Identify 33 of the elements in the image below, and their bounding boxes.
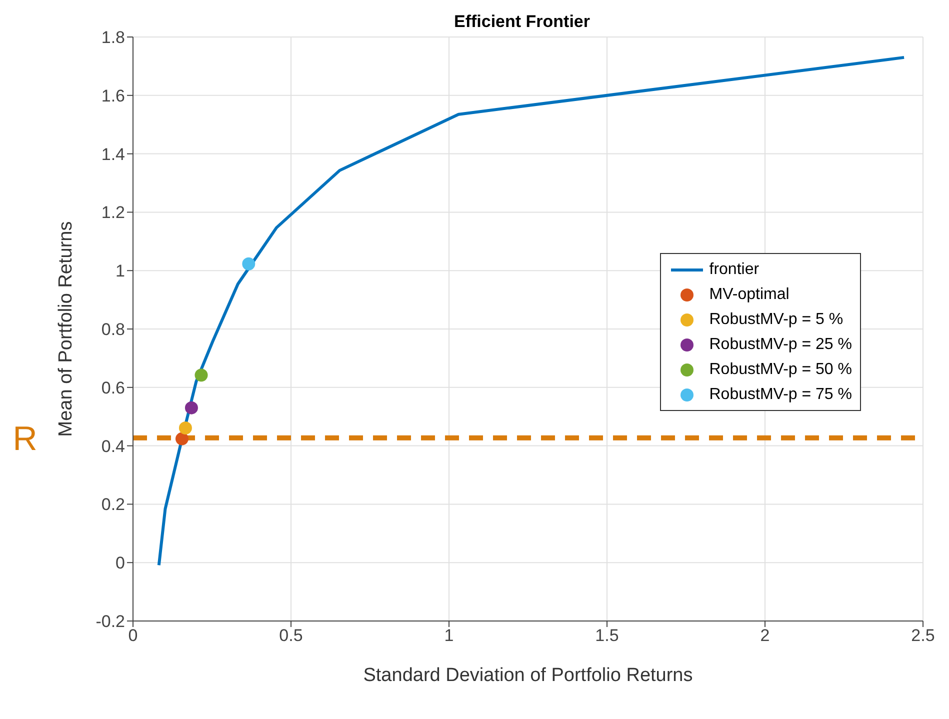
y-tick-label: 0 <box>116 554 125 573</box>
x-tick-label: 1.5 <box>595 626 619 646</box>
legend-label: RobustMV-p = 25 % <box>709 335 852 355</box>
y-tick-label: 0.6 <box>101 378 125 398</box>
legend-label: RobustMV-p = 5 % <box>709 310 844 330</box>
legend-label: MV-optimal <box>709 285 790 305</box>
y-tick-label: -0.2 <box>96 612 125 632</box>
ref-line-label: R <box>12 420 38 458</box>
y-tick-label: 1 <box>116 262 125 281</box>
x-tick-label: 0 <box>128 626 138 646</box>
point <box>184 401 198 414</box>
y-axis-title: Mean of Portfolio Returns <box>56 221 77 437</box>
x-axis-title: Standard Deviation of Portfolio Returns <box>363 665 693 686</box>
y-tick-label: 1.6 <box>101 86 125 106</box>
point <box>175 432 188 446</box>
y-tick-label: 1.2 <box>101 203 125 222</box>
legend-label: frontier <box>709 260 760 280</box>
y-tick-label: 0.2 <box>101 495 125 514</box>
legend-label: RobustMV-p = 75 % <box>709 385 852 405</box>
x-tick-label: 2.5 <box>911 626 935 646</box>
line-series <box>157 56 906 567</box>
y-tick-label: 1.4 <box>101 144 125 164</box>
legend-label: RobustMV-p = 50 % <box>709 360 852 380</box>
y-tick-label: 0.8 <box>101 320 125 340</box>
x-tick-label: 1 <box>444 626 454 646</box>
y-tick-label: 0.4 <box>101 436 125 456</box>
y-tick-label: 1.8 <box>101 28 125 48</box>
point <box>194 368 208 382</box>
point <box>242 257 256 270</box>
x-tick-label: 2 <box>760 626 770 646</box>
point <box>178 421 192 434</box>
chart-title: Efficient Frontier <box>454 12 590 31</box>
x-tick-label: 0.5 <box>279 626 303 646</box>
